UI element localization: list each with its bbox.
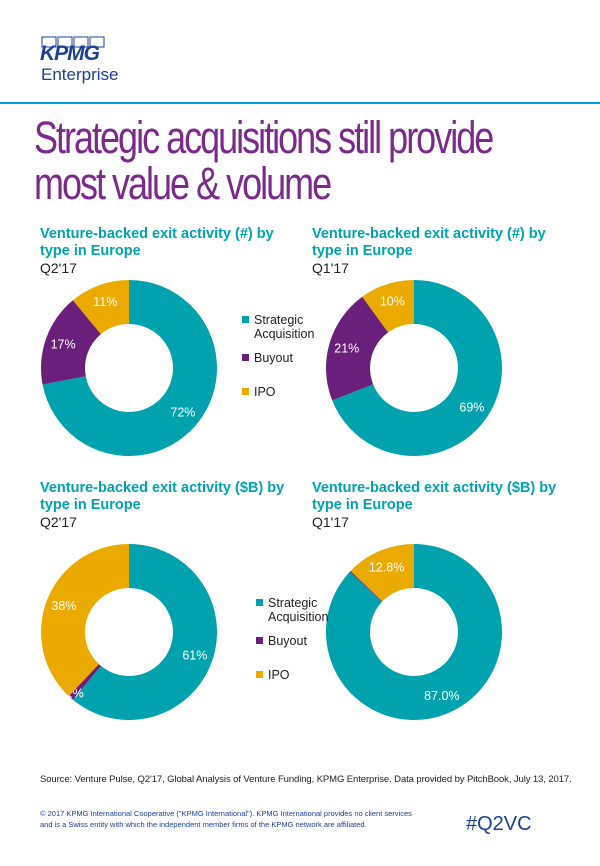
- donut-slice-buyout: [326, 296, 389, 401]
- legend-label: Buyout: [268, 634, 307, 648]
- legend-label: Strategic Acquisition: [254, 313, 315, 341]
- slice-label: 17%: [51, 337, 76, 351]
- legend-bottom: Strategic Acquisition Buyout IPO: [256, 596, 334, 692]
- legend-label: Strategic Acquisition: [268, 596, 329, 624]
- legend-item: Strategic Acquisition: [242, 313, 320, 341]
- source-note: Source: Venture Pulse, Q2'17, Global Ana…: [40, 774, 572, 785]
- slice-label: 10%: [380, 294, 405, 308]
- donut-slice-strategic-acquisition: [332, 280, 502, 456]
- slice-label: 38%: [51, 599, 76, 613]
- slice-label: 21%: [334, 341, 359, 355]
- header-divider: [0, 102, 600, 104]
- slice-label: 12.8%: [369, 561, 404, 575]
- legend-item: Buyout: [256, 634, 334, 648]
- chart-4-title: Venture-backed exit activity ($B) by typ…: [312, 480, 557, 513]
- chart-3-subtitle: Q2'17: [40, 514, 77, 530]
- page-title: Strategic acquisitions still provide mos…: [34, 112, 494, 209]
- logo-subtitle: Enterprise: [41, 65, 119, 84]
- chart-2-title: Venture-backed exit activity (#) by type…: [312, 226, 546, 259]
- slice-label: 69%: [459, 400, 484, 414]
- legend-swatch: [256, 599, 263, 606]
- slice-label: 72%: [170, 406, 195, 420]
- slice-label: 87.0%: [424, 689, 459, 703]
- donut-slice-ipo: [362, 280, 414, 333]
- chart-1-subtitle: Q2'17: [40, 260, 77, 276]
- donut-chart-3: 61%1%38%: [40, 544, 218, 720]
- legend-item: IPO: [242, 385, 320, 399]
- copyright-note: © 2017 KPMG International Cooperative ("…: [40, 809, 412, 829]
- legend-label: Buyout: [254, 351, 293, 365]
- donut-chart-1: 72% 17% 11%: [41, 280, 218, 456]
- donut-slice-buyout: [41, 300, 101, 385]
- slice-label: 61%: [182, 649, 207, 663]
- logo-grid-icon: [41, 36, 105, 48]
- slice-label: 11%: [93, 295, 117, 309]
- legend-label: IPO: [268, 668, 290, 682]
- chart-2-subtitle: Q1'17: [312, 260, 349, 276]
- legend-label: IPO: [254, 385, 276, 399]
- legend-swatch: [242, 388, 249, 395]
- legend-item: IPO: [256, 668, 334, 682]
- chart-3-title: Venture-backed exit activity ($B) by typ…: [40, 480, 285, 513]
- legend-swatch: [256, 671, 263, 678]
- legend-swatch: [242, 354, 249, 361]
- legend-item: Strategic Acquisition: [256, 596, 334, 624]
- chart-4-subtitle: Q1'17: [312, 514, 349, 530]
- legend-swatch: [242, 316, 249, 323]
- hashtag: #Q2VC: [466, 813, 532, 835]
- legend-top: Strategic Acquisition Buyout IPO: [242, 313, 320, 409]
- logo-wordmark: KPMG: [40, 42, 100, 65]
- legend-swatch: [256, 637, 263, 644]
- donut-chart-4: 87.0%0.2%12.8%: [326, 544, 502, 720]
- legend-item: Buyout: [242, 351, 320, 365]
- chart-1-title: Venture-backed exit activity (#) by type…: [40, 226, 274, 259]
- donut-slice-buyout: [68, 664, 101, 700]
- donut-slice-ipo: [350, 544, 414, 602]
- donut-slice-ipo: [72, 280, 129, 335]
- donut-slice-buyout: [349, 570, 383, 602]
- donut-slice-ipo: [40, 544, 129, 697]
- donut-slice-strategic-acquisition: [72, 544, 218, 720]
- donut-slice-strategic-acquisition: [42, 280, 218, 456]
- donut-slice-strategic-acquisition: [326, 544, 502, 720]
- donut-chart-2: 69% 21% 10%: [326, 280, 502, 456]
